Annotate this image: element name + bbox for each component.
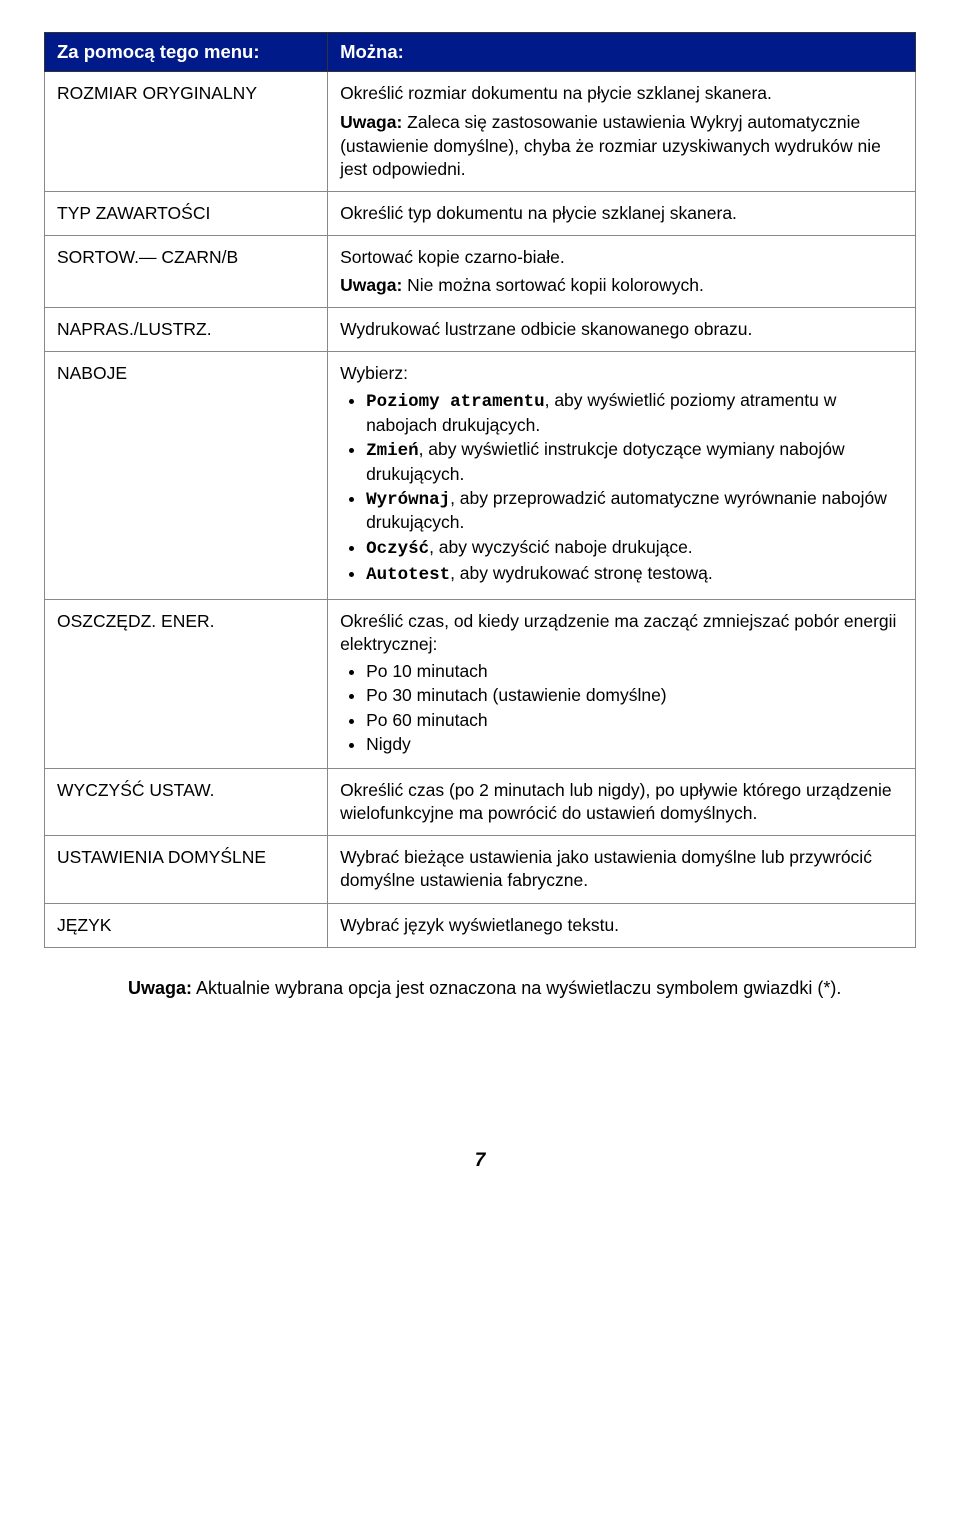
table-row: WYCZYŚĆ USTAW. Określić czas (po 2 minut…	[45, 768, 916, 836]
list-item: Po 60 minutach	[366, 709, 903, 731]
options-list: Poziomy atramentu, aby wyświetlić poziom…	[340, 389, 903, 586]
desc-note: Uwaga: Nie można sortować kopii kolorowy…	[340, 274, 903, 297]
table-row: NABOJE Wybierz: Poziomy atramentu, aby w…	[45, 352, 916, 599]
menu-item-desc: Wybrać język wyświetlanego tekstu.	[328, 903, 916, 947]
desc-text: Określić rozmiar dokumentu na płycie szk…	[340, 82, 903, 105]
menu-item-desc: Wydrukować lustrzane odbicie skanowanego…	[328, 307, 916, 351]
menu-item-label: TYP ZAWARTOŚCI	[45, 192, 328, 236]
list-item: Autotest, aby wydrukować stronę testową.	[366, 562, 903, 586]
note-text: Nie można sortować kopii kolorowych.	[402, 275, 704, 295]
desc-text: Sortować kopie czarno-białe.	[340, 246, 903, 269]
header-left: Za pomocą tego menu:	[45, 33, 328, 72]
header-right: Można:	[328, 33, 916, 72]
menu-item-label: NABOJE	[45, 352, 328, 599]
note-text: Aktualnie wybrana opcja jest oznaczona n…	[192, 978, 841, 998]
menu-item-desc: Określić czas (po 2 minutach lub nigdy),…	[328, 768, 916, 836]
menu-item-desc: Określić typ dokumentu na płycie szklane…	[328, 192, 916, 236]
page-number: 7	[44, 1150, 916, 1172]
options-list: Po 10 minutach Po 30 minutach (ustawieni…	[340, 660, 903, 756]
menu-item-label: USTAWIENIA DOMYŚLNE	[45, 836, 328, 904]
menu-item-label: SORTOW.— CZARN/B	[45, 236, 328, 308]
note-text: Zaleca się zastosowanie ustawienia Wykry…	[340, 112, 881, 179]
desc-intro: Określić czas, od kiedy urządzenie ma za…	[340, 610, 903, 657]
desc-note: Uwaga: Zaleca się zastosowanie ustawieni…	[340, 111, 903, 181]
table-row: USTAWIENIA DOMYŚLNE Wybrać bieżące ustaw…	[45, 836, 916, 904]
page-footnote: Uwaga: Aktualnie wybrana opcja jest ozna…	[128, 976, 916, 1000]
option-keyword: Oczyść	[366, 539, 429, 559]
menu-item-desc: Określić rozmiar dokumentu na płycie szk…	[328, 72, 916, 192]
menu-item-label: WYCZYŚĆ USTAW.	[45, 768, 328, 836]
menu-item-desc: Sortować kopie czarno-białe. Uwaga: Nie …	[328, 236, 916, 308]
list-item: Zmień, aby wyświetlić instrukcje dotyczą…	[366, 438, 903, 485]
note-label: Uwaga:	[128, 978, 192, 998]
list-item: Po 10 minutach	[366, 660, 903, 682]
option-text: , aby wyczyścić naboje drukujące.	[429, 537, 693, 557]
menu-item-label: OSZCZĘDZ. ENER.	[45, 599, 328, 768]
note-label: Uwaga:	[340, 275, 402, 295]
desc-intro: Wybierz:	[340, 362, 903, 385]
menu-item-desc: Wybierz: Poziomy atramentu, aby wyświetl…	[328, 352, 916, 599]
option-keyword: Poziomy atramentu	[366, 392, 545, 412]
menu-item-label: JĘZYK	[45, 903, 328, 947]
menu-item-label: ROZMIAR ORYGINALNY	[45, 72, 328, 192]
table-row: TYP ZAWARTOŚCI Określić typ dokumentu na…	[45, 192, 916, 236]
list-item: Poziomy atramentu, aby wyświetlić poziom…	[366, 389, 903, 436]
table-row: NAPRAS./LUSTRZ. Wydrukować lustrzane odb…	[45, 307, 916, 351]
option-keyword: Wyrównaj	[366, 490, 450, 510]
note-label: Uwaga:	[340, 112, 402, 132]
menu-table: Za pomocą tego menu: Można: ROZMIAR ORYG…	[44, 32, 916, 948]
option-keyword: Autotest	[366, 565, 450, 585]
table-row: JĘZYK Wybrać język wyświetlanego tekstu.	[45, 903, 916, 947]
menu-item-desc: Określić czas, od kiedy urządzenie ma za…	[328, 599, 916, 768]
table-row: ROZMIAR ORYGINALNY Określić rozmiar doku…	[45, 72, 916, 192]
option-keyword: Zmień	[366, 441, 419, 461]
list-item: Nigdy	[366, 733, 903, 755]
option-text: , aby wyświetlić instrukcje dotyczące wy…	[366, 439, 845, 483]
option-text: , aby wydrukować stronę testową.	[450, 563, 713, 583]
list-item: Po 30 minutach (ustawienie domyślne)	[366, 684, 903, 706]
table-row: OSZCZĘDZ. ENER. Określić czas, od kiedy …	[45, 599, 916, 768]
list-item: Wyrównaj, aby przeprowadzić automatyczne…	[366, 487, 903, 534]
list-item: Oczyść, aby wyczyścić naboje drukujące.	[366, 536, 903, 560]
menu-item-desc: Wybrać bieżące ustawienia jako ustawieni…	[328, 836, 916, 904]
menu-item-label: NAPRAS./LUSTRZ.	[45, 307, 328, 351]
table-row: SORTOW.— CZARN/B Sortować kopie czarno-b…	[45, 236, 916, 308]
